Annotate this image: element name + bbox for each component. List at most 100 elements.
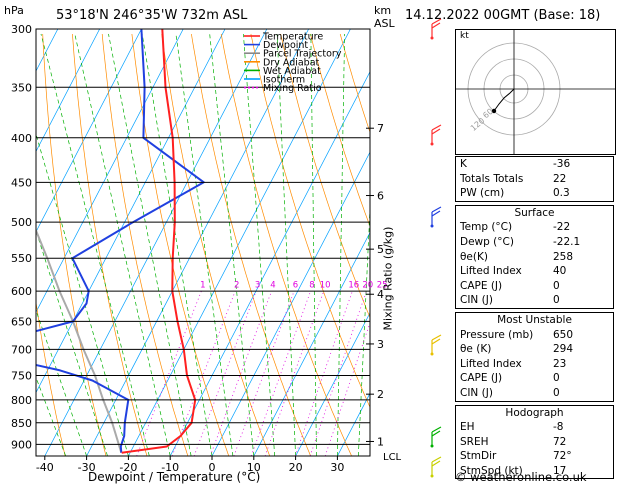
isotherm-line [253,231,370,456]
wind-barb-flag [431,128,441,135]
temp-tick-label: 0 [209,461,216,474]
mixing-ratio-line [324,321,370,456]
hodograph [456,30,615,154]
legend-item-label: Isotherm [263,75,305,86]
pressure-tick-label: 700 [11,343,32,356]
mixing-ratio-label: 2 [234,280,239,290]
table-row: EH -8 [460,421,564,434]
wet-adiabat-line [36,309,87,456]
pressure-tick-label: 800 [11,394,32,407]
dry-adiabat-line [36,299,66,456]
wind-barb-flag [431,334,442,341]
hodograph-box: kt 120 60 [455,29,616,155]
km-tick-label: 7 [377,122,384,135]
mixing-ratio-line [294,290,353,456]
wet-adiabat-line [337,33,345,456]
legend-item-label: Dry Adiabat [263,57,320,68]
table-row: CAPE (J) 0 [460,279,560,292]
table-row: Lifted Index 23 [460,357,567,370]
pressure-tick-label: 300 [11,23,32,36]
temp-tick-label: 20 [289,461,303,474]
mixing-ratio-label: 4 [270,280,275,290]
table-row: θe(K) 258 [460,250,574,263]
hodograph-title: Hodograph [505,406,564,419]
table-row: StmDir 72° [460,450,572,463]
wind-barb-dot [430,444,434,448]
datetime-title: 14.12.2022 00GMT (Base: 18) [405,8,601,23]
km-label: km [374,4,392,17]
legend-item-label: Dewpoint [263,40,308,51]
pressure-tick-label: 350 [11,81,32,94]
plot-frame [35,28,371,457]
asl-label: ASL [374,17,395,30]
parcel-trajectory-line [36,227,123,453]
km-tick-label: 5 [377,243,384,256]
dry-adiabat-line [280,33,370,319]
wind-barb-flag [431,210,441,217]
pressure-tick-label: 650 [11,315,32,328]
pressure-tick-label: 450 [11,176,32,189]
mixing-ratio-label: 1 [200,280,205,290]
dry-adiabat-line [161,33,271,456]
dry-adiabat-line [250,33,370,409]
isotherm-line [36,29,184,313]
wind-barb-flag [431,338,441,345]
mixing-ratio-label: 16 [348,280,359,290]
table-row: CIN (J) 0 [460,386,560,399]
isotherm-line [36,29,226,394]
dry-adiabat-line [191,33,311,456]
mixing-ratio-line [136,290,202,456]
lcl-label: LCL [383,452,402,463]
temp-tick-label: 30 [330,461,344,474]
table-row: PW (cm) 0.3 [460,187,570,200]
wet-adiabat-line [175,33,234,456]
pressure-tick-label: 750 [11,369,32,382]
temp-tick-label: 10 [247,461,261,474]
table-row: θe (K) 294 [460,343,574,356]
indices-section: K -36 Totals Totals 22 PW (cm) 0.3 [455,156,614,202]
wet-adiabat-line [310,33,317,456]
wind-barb-flag [431,206,442,213]
dry-adiabat-line [131,33,230,456]
temp-tick-label: -10 [161,461,179,474]
isotherm-line [128,29,351,456]
pressure-tick-label: 500 [11,216,32,229]
mixing-ratio-line [264,290,325,456]
mixing-ratio-label: 20 [362,280,373,290]
surface-title: Surface [514,206,555,219]
table-row: CAPE (J) 0 [460,372,560,385]
km-tick-label: 6 [377,190,384,203]
table-row: StmSpd (kt) 17 [460,464,567,477]
pressure-tick-label: 550 [11,252,32,265]
km-tick-label: 2 [377,388,384,401]
table-row: CIN (J) 0 [460,294,560,307]
hodograph-section: Hodograph EH -8 SREH 72 StmDir 72° StmSpd (… [455,404,614,480]
mixing-ratio-label: 6 [293,280,298,290]
isotherm-line [36,29,142,233]
wet-adiabat-line [209,33,255,456]
wet-adiabat-line [36,229,108,456]
dry-adiabat-line [42,33,107,456]
wet-adiabat-line [74,33,171,456]
pressure-tick-label: 900 [11,438,32,451]
hodo-storm-point [491,108,497,114]
mixing-ratio-label: 10 [320,280,331,290]
isotherm-line [295,312,370,456]
isotherm-line [44,29,268,456]
mixing-ratio-line [233,290,295,456]
pressure-tick-label: 400 [11,132,32,145]
legend-item-label: Mixing Ratio [263,83,322,94]
wet-adiabat-line [243,33,276,456]
temp-tick-label: -20 [119,461,137,474]
table-row: Lifted Index 40 [460,265,567,278]
wet-adiabat-line [36,376,67,456]
wet-adiabat-line [357,201,370,456]
wind-barb-flag [431,18,442,25]
wind-barb-flag [431,22,441,29]
location-title: 53°18'N 246°35'W 732m ASL [56,8,248,23]
mixing-ratio-line [250,290,311,456]
x-axis-label: Dewpoint / Temperature (°C) [88,470,261,484]
table-row: Dewp (°C) -22.1 [460,235,581,248]
temp-tick-label: -40 [36,461,54,474]
km-tick-label: 1 [377,435,384,448]
